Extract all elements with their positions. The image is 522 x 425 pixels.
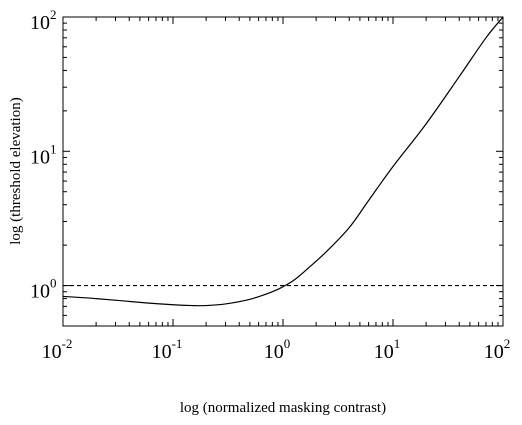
x-tick-label: 10-2: [42, 336, 73, 363]
x-tick-label: 102: [484, 336, 511, 363]
threshold-curve: [62, 16, 504, 307]
x-axis-label: log (normalized masking contrast): [180, 400, 386, 416]
y-axis-label: log (threshold elevation): [8, 97, 24, 244]
tick-labels: 10-2 10-1 100 101 102 100 101 102: [30, 7, 510, 363]
x-tick-label: 100: [264, 336, 291, 363]
series-group: [62, 16, 504, 307]
y-tick-label: 100: [30, 276, 57, 303]
y-tick-label: 102: [30, 7, 57, 34]
y-tick-label: 101: [30, 141, 57, 168]
plot-area: [62, 16, 504, 327]
x-tick-label: 10-1: [152, 336, 183, 363]
tick-marks: [62, 16, 504, 327]
x-tick-label: 101: [374, 336, 401, 363]
